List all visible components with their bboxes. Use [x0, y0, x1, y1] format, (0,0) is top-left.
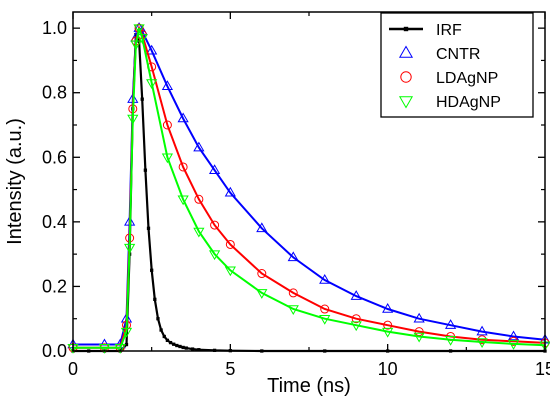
data-point — [98, 344, 111, 354]
data-point — [194, 194, 204, 204]
data-point — [146, 44, 158, 55]
data-point — [287, 305, 299, 316]
data-point — [172, 342, 176, 346]
data-point — [350, 290, 362, 300]
y-tick-label: 0.0 — [42, 341, 67, 361]
data-point — [210, 220, 220, 230]
data-point — [256, 289, 268, 299]
legend-label: HDAgNP — [436, 94, 501, 111]
legend-marker — [403, 26, 409, 32]
data-point — [288, 288, 298, 298]
data-point — [181, 345, 185, 350]
data-point — [159, 328, 163, 332]
series-hdagnp — [67, 24, 550, 354]
legend-item: CNTR — [398, 45, 480, 63]
data-point — [257, 269, 267, 279]
legend-marker — [398, 45, 414, 58]
data-point — [225, 239, 235, 249]
data-point — [382, 303, 394, 313]
legend-item: IRF — [389, 22, 462, 39]
data-point — [150, 268, 154, 272]
data-point — [476, 325, 488, 336]
x-tick-label: 5 — [225, 359, 235, 379]
data-point — [319, 273, 331, 284]
data-point — [351, 314, 361, 324]
x-tick-label: 0 — [68, 359, 78, 379]
data-point — [178, 162, 188, 172]
data-point — [130, 40, 142, 51]
data-point — [224, 186, 236, 197]
ticks-layer: 0 5 10 15 0.0 0.2 0.4 0.6 0.8 1.0 — [42, 12, 550, 379]
data-point — [168, 340, 173, 345]
legend-item: HDAgNP — [398, 94, 501, 111]
data-point — [193, 227, 205, 238]
data-point — [161, 153, 174, 164]
data-point — [133, 24, 145, 35]
data-point — [256, 222, 268, 233]
data-point — [444, 319, 457, 329]
data-point — [161, 80, 174, 91]
data-point — [413, 332, 425, 343]
data-point — [184, 346, 188, 350]
data-point — [120, 327, 133, 338]
data-point — [165, 338, 170, 342]
data-point — [162, 334, 166, 339]
data-point — [175, 343, 179, 348]
data-point — [162, 120, 172, 130]
data-point — [208, 250, 221, 261]
y-tick-label: 0.2 — [42, 276, 67, 296]
data-point — [287, 251, 299, 262]
data-point — [193, 141, 205, 152]
x-axis-title: Time (ns) — [267, 375, 351, 397]
data-point — [146, 226, 151, 230]
legend-item: LDAgNP — [400, 70, 498, 87]
data-point — [350, 321, 362, 332]
data-point — [178, 344, 182, 349]
data-point — [146, 79, 158, 90]
y-tick-label: 0.4 — [42, 212, 67, 232]
data-point — [124, 243, 136, 254]
y-tick-label: 0.6 — [42, 147, 67, 167]
data-point — [383, 320, 393, 330]
data-point — [124, 342, 129, 347]
legend-marker — [398, 96, 414, 109]
data-point — [320, 304, 330, 314]
data-point — [507, 330, 520, 341]
y-tick-label: 1.0 — [42, 18, 67, 38]
data-point — [136, 34, 148, 44]
legend-marker — [400, 71, 412, 83]
data-point — [114, 344, 126, 354]
legend-label: CNTR — [436, 46, 480, 63]
data-point — [319, 314, 331, 325]
data-point — [140, 97, 144, 101]
data-point — [177, 195, 189, 206]
data-point — [156, 317, 160, 321]
x-tick-label: 15 — [535, 359, 550, 379]
data-point — [143, 168, 148, 172]
data-point — [413, 312, 425, 323]
y-axis-title: Intensity (a.u.) — [4, 118, 26, 245]
data-point — [127, 114, 139, 125]
data-point — [507, 340, 520, 350]
data-point — [382, 327, 394, 338]
data-point — [224, 266, 236, 277]
legend-label: IRF — [436, 22, 462, 39]
data-point — [444, 335, 457, 346]
legend: IRF CNTR LDAgNP HDAgNP — [380, 12, 534, 118]
legend-label: LDAgNP — [436, 70, 498, 87]
data-point — [190, 347, 195, 351]
x-tick-label: 10 — [378, 359, 398, 379]
data-point — [197, 348, 201, 352]
data-point — [177, 112, 189, 123]
data-point — [208, 164, 221, 174]
data-point — [153, 297, 157, 301]
y-tick-label: 0.8 — [42, 83, 67, 103]
series-line — [73, 27, 546, 349]
data-point — [476, 338, 488, 348]
